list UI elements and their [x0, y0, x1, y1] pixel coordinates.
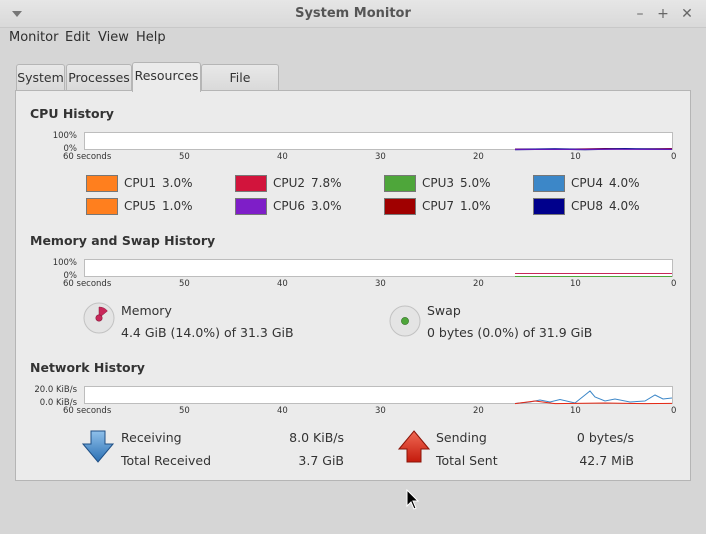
cpu-ytick-min: 0% — [63, 144, 78, 154]
total-received-value: 3.7 GiB — [298, 453, 344, 468]
cpu6-color-swatch[interactable] — [235, 198, 267, 215]
swap-pie-icon[interactable] — [389, 305, 421, 337]
net-xtick-50: 50 — [179, 406, 190, 416]
menu-help[interactable]: Help — [136, 30, 166, 45]
window-menu-icon[interactable] — [10, 7, 24, 21]
cpu-history-graph — [84, 132, 673, 151]
swap-label: Swap — [427, 303, 461, 318]
cpu7-color-swatch[interactable] — [384, 198, 416, 215]
cpu4-value: 4.0% — [609, 176, 640, 190]
cpu3-label: CPU3 — [422, 176, 455, 190]
sending-arrow-icon[interactable] — [398, 430, 430, 464]
tab-processes[interactable]: Processes — [66, 64, 132, 91]
menu-edit[interactable]: Edit — [65, 30, 91, 45]
menu-view[interactable]: View — [98, 30, 129, 45]
memory-graph-lines — [515, 273, 672, 277]
memory-label: Memory — [121, 303, 172, 318]
network-history-title: Network History — [30, 360, 145, 375]
cpu1-value: 3.0% — [162, 176, 193, 190]
receiving-arrow-icon[interactable] — [82, 430, 114, 464]
cpu4-label: CPU4 — [571, 176, 604, 190]
net-xtick-40: 40 — [277, 406, 288, 416]
cpu6-value: 3.0% — [311, 199, 342, 213]
cpu5-color-swatch[interactable] — [86, 198, 118, 215]
receiving-label: Receiving — [121, 430, 182, 445]
cpu7-value: 1.0% — [460, 199, 491, 213]
mem-xtick-40: 40 — [277, 279, 288, 289]
memory-history-title: Memory and Swap History — [30, 233, 216, 248]
cpu-xtick-0: 0 — [671, 152, 677, 162]
cpu-xtick-60: 60 seconds — [63, 152, 112, 162]
cpu-xtick-40: 40 — [277, 152, 288, 162]
cpu3-color-swatch[interactable] — [384, 175, 416, 192]
net-xtick-20: 20 — [473, 406, 484, 416]
resources-panel: CPU History 100% 0% 60 seconds 50 40 30 … — [15, 90, 691, 481]
mem-xtick-50: 50 — [179, 279, 190, 289]
cpu1-color-swatch[interactable] — [86, 175, 118, 192]
mem-xtick-20: 20 — [473, 279, 484, 289]
tab-file-systems[interactable]: File Systems — [201, 64, 279, 110]
cpu-history-title: CPU History — [30, 106, 114, 121]
mem-xtick-60: 60 seconds — [63, 279, 112, 289]
title-bar[interactable]: System Monitor – + ✕ — [0, 0, 706, 28]
sending-label: Sending — [436, 430, 487, 445]
cpu-xtick-50: 50 — [179, 152, 190, 162]
cpu-xtick-10: 10 — [570, 152, 581, 162]
cpu6-label: CPU6 — [273, 199, 306, 213]
menu-monitor[interactable]: Monitor — [9, 30, 59, 45]
cpu5-value: 1.0% — [162, 199, 193, 213]
net-ytick-max: 20.0 KiB/s — [34, 385, 77, 395]
cpu3-value: 5.0% — [460, 176, 491, 190]
cpu2-label: CPU2 — [273, 176, 306, 190]
cpu-graph-lines — [514, 147, 673, 151]
memory-detail: 4.4 GiB (14.0%) of 31.3 GiB — [121, 325, 294, 340]
net-xtick-0: 0 — [671, 406, 677, 416]
mem-xtick-30: 30 — [375, 279, 386, 289]
network-graph-lines — [514, 390, 673, 405]
mem-ytick-max: 100% — [52, 258, 77, 268]
cpu8-label: CPU8 — [571, 199, 604, 213]
maximize-icon[interactable]: + — [657, 6, 669, 22]
total-sent-value: 42.7 MiB — [579, 453, 634, 468]
memory-history-graph — [84, 259, 673, 277]
mem-xtick-10: 10 — [570, 279, 581, 289]
network-history-graph — [84, 386, 673, 405]
total-sent-label: Total Sent — [436, 453, 498, 468]
total-received-label: Total Received — [121, 453, 212, 468]
cpu8-color-swatch[interactable] — [533, 198, 565, 215]
window-title: System Monitor — [295, 6, 411, 21]
tab-resources[interactable]: Resources — [132, 62, 201, 92]
tab-system[interactable]: System — [16, 64, 65, 91]
cpu4-color-swatch[interactable] — [533, 175, 565, 192]
mem-ytick-min: 0% — [63, 271, 78, 281]
cpu-xtick-30: 30 — [375, 152, 386, 162]
cpu2-color-swatch[interactable] — [235, 175, 267, 192]
mem-xtick-0: 0 — [671, 279, 677, 289]
swap-detail: 0 bytes (0.0%) of 31.9 GiB — [427, 325, 593, 340]
cpu5-label: CPU5 — [124, 199, 157, 213]
cpu7-label: CPU7 — [422, 199, 455, 213]
menu-bar: Monitor Edit View Help — [0, 28, 706, 52]
minimize-icon[interactable]: – — [636, 6, 644, 22]
cpu1-label: CPU1 — [124, 176, 157, 190]
net-xtick-60: 60 seconds — [63, 406, 112, 416]
sending-value: 0 bytes/s — [576, 430, 634, 445]
net-xtick-10: 10 — [570, 406, 581, 416]
close-icon[interactable]: ✕ — [681, 6, 693, 22]
cpu8-value: 4.0% — [609, 199, 640, 213]
net-xtick-30: 30 — [375, 406, 386, 416]
mouse-cursor-icon — [406, 489, 420, 510]
cpu-xtick-20: 20 — [473, 152, 484, 162]
cpu-ytick-max: 100% — [52, 131, 77, 141]
cpu2-value: 7.8% — [311, 176, 342, 190]
memory-pie-icon[interactable] — [83, 302, 115, 334]
net-ytick-min: 0.0 KiB/s — [39, 398, 77, 408]
receiving-value: 8.0 KiB/s — [289, 430, 344, 445]
